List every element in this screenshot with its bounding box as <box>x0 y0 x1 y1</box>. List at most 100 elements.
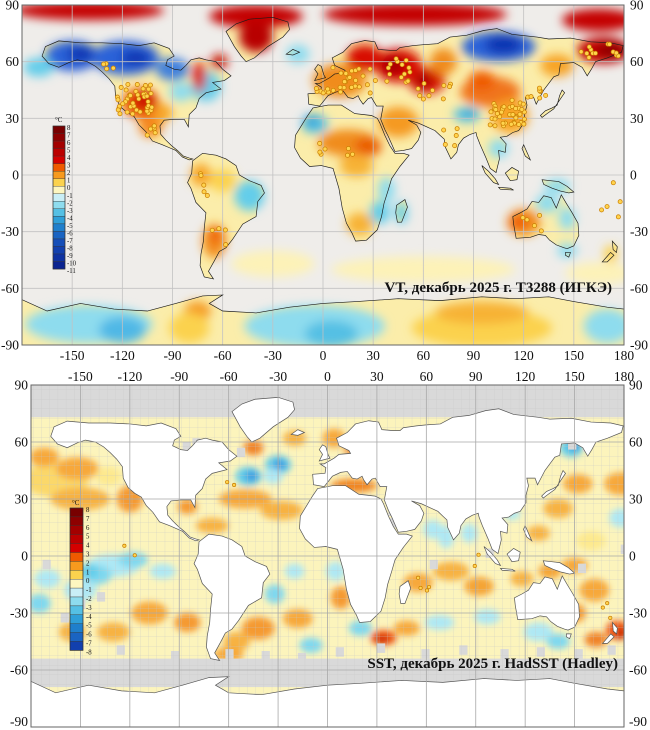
colorbar-tick-label: -3 <box>67 208 73 215</box>
station-dot <box>338 70 344 76</box>
colorbar-tick-label: 0 <box>67 185 71 192</box>
colorbar-tick-label: -4 <box>67 215 73 222</box>
station-dot <box>447 84 453 90</box>
anomaly-blob <box>169 82 193 102</box>
colorbar-cell <box>69 641 84 651</box>
colorbar-tick-label: 3 <box>67 163 71 170</box>
station-dot <box>201 189 207 195</box>
colorbar-tick-label: 7 <box>67 133 71 140</box>
station-dot <box>330 65 336 71</box>
station-dot <box>520 101 526 107</box>
vt-station-dots <box>101 41 623 248</box>
sst-colorbar-unit: °C <box>72 499 80 507</box>
lon-tick-label: 150 <box>564 369 585 384</box>
sst-anomaly-map: 8 7 6 5 4 32 1 0 -1 -2 -3 -4 -5 -6 -7-8 °C SST, декабр… <box>10 369 647 729</box>
lat-tick-label-right: -60 <box>629 663 647 678</box>
station-dot <box>101 61 107 67</box>
station-dot <box>500 120 506 126</box>
station-dot <box>398 74 404 80</box>
station-dot <box>356 84 362 90</box>
station-dot <box>135 92 141 98</box>
colorbar-tick-label: 1 <box>86 569 89 576</box>
colorbar-tick-label: -7 <box>86 641 92 648</box>
lon-tick-label: 180 <box>614 369 635 384</box>
colorbar-cell <box>69 561 84 571</box>
colorbar-tick-label: 0 <box>86 578 90 585</box>
station-dot <box>136 96 142 102</box>
station-dot <box>430 87 435 93</box>
station-dot <box>204 193 210 198</box>
anomaly-blob <box>558 207 576 230</box>
lat-tick-label-left: 0 <box>21 549 28 564</box>
station-dot <box>453 133 459 138</box>
sst-marker-dots <box>122 480 613 620</box>
station-dot <box>417 93 423 99</box>
colorbar-cell <box>52 163 66 172</box>
colorbar-tick-label: 1 <box>67 178 70 185</box>
anomaly-blob <box>395 201 408 225</box>
station-dot <box>476 552 481 557</box>
station-dot <box>501 104 507 110</box>
station-dot <box>524 217 530 223</box>
anomaly-blob <box>468 71 496 90</box>
lon-tick-label: -60 <box>220 369 238 384</box>
station-dot <box>387 61 393 67</box>
lat-tick-label-left: -90 <box>10 714 28 729</box>
station-dot <box>330 87 336 93</box>
vt-colorbar-unit: °C <box>55 116 63 124</box>
station-dot <box>492 123 498 129</box>
lat-tick-label-right: -90 <box>630 338 648 353</box>
station-dot <box>599 207 605 213</box>
station-dot <box>519 106 525 112</box>
lon-tick-label: -30 <box>269 369 287 384</box>
station-dot <box>401 71 407 77</box>
anomaly-blob <box>603 244 618 264</box>
colorbar-cell <box>52 171 66 179</box>
station-dot <box>509 97 515 103</box>
lon-tick-label: 150 <box>564 348 585 363</box>
colorbar-tick-label: -9 <box>67 253 73 260</box>
lon-tick-label: -150 <box>68 369 93 384</box>
station-dot <box>513 115 519 121</box>
station-dot <box>364 82 370 88</box>
anomaly-blob <box>323 5 507 26</box>
station-dot <box>586 55 592 60</box>
station-dot <box>201 182 207 188</box>
lat-tick-label-left: -90 <box>1 338 19 353</box>
station-dot <box>320 90 326 96</box>
station-dot <box>516 122 522 128</box>
lat-tick-label-right: -30 <box>629 606 647 621</box>
anomaly-blob <box>304 320 359 345</box>
station-dot <box>520 215 526 221</box>
station-dot <box>367 66 373 72</box>
station-dot <box>127 93 133 98</box>
colorbar-cell <box>69 543 84 553</box>
colorbar-cell <box>52 155 66 164</box>
lat-tick-label-right: 0 <box>630 168 637 183</box>
station-dot <box>426 93 432 99</box>
station-dot <box>578 49 584 55</box>
station-dot <box>600 605 605 610</box>
station-dot <box>536 85 542 91</box>
anomaly-blob <box>346 212 374 236</box>
lat-tick-label-left: 60 <box>6 54 20 69</box>
station-dot <box>338 89 343 95</box>
colorbar-cell <box>69 525 84 535</box>
station-dot <box>360 73 366 79</box>
lat-tick-label-left: 60 <box>15 435 29 450</box>
lat-tick-label-right: -30 <box>630 224 648 239</box>
station-dot <box>416 575 421 580</box>
anomaly-blob <box>169 312 210 344</box>
station-dot <box>325 86 331 92</box>
station-dot <box>144 132 150 138</box>
station-dot <box>144 93 150 99</box>
station-dot <box>494 111 500 117</box>
anomaly-blob <box>209 5 303 28</box>
anomaly-blob <box>369 201 390 225</box>
station-dot <box>531 223 537 229</box>
anomaly-blob <box>234 180 265 211</box>
station-dot <box>313 86 319 91</box>
anomaly-blob <box>192 61 206 92</box>
station-dot <box>125 81 131 87</box>
colorbar-tick-label: -5 <box>86 623 92 630</box>
